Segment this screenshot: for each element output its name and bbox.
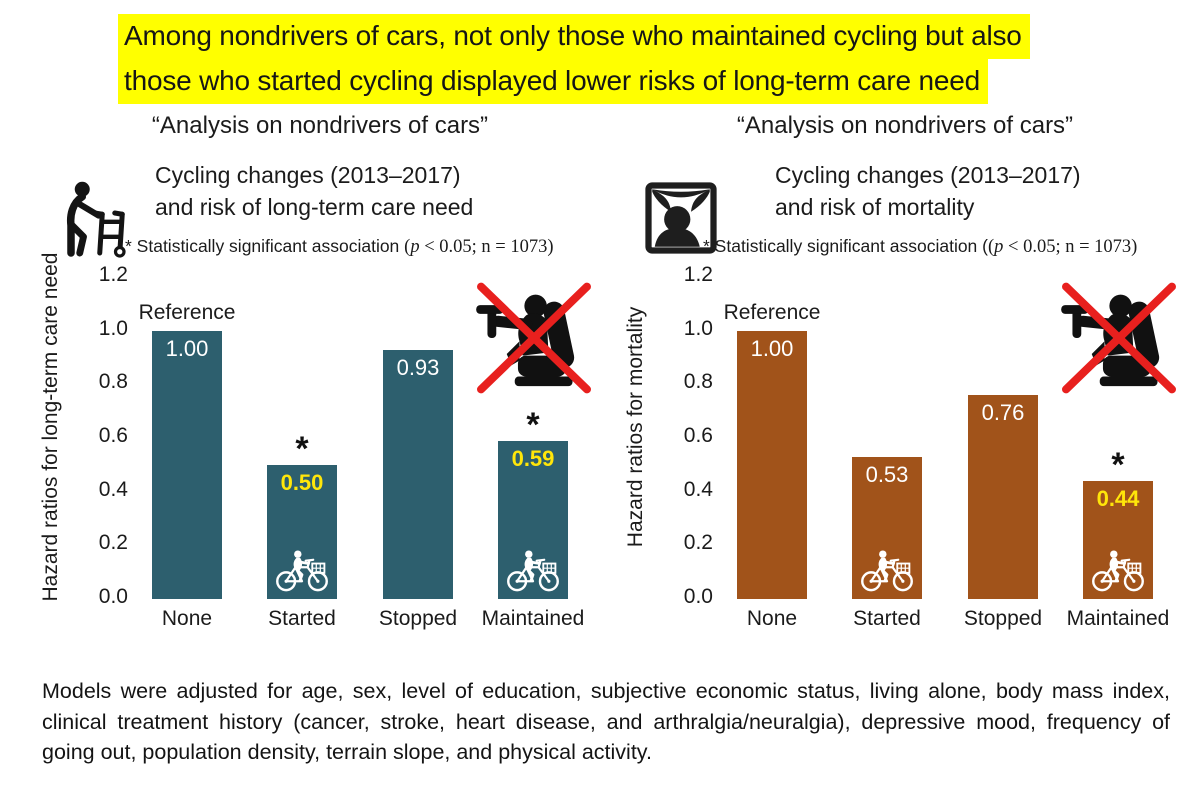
reference-label: Reference bbox=[138, 301, 236, 324]
bicycle-icon bbox=[1092, 550, 1144, 592]
bar-value: 1.00 bbox=[165, 336, 209, 361]
bar-value: 1.00 bbox=[750, 336, 794, 361]
bar-group-maintained: * 0.59 bbox=[498, 277, 568, 599]
bar-value: 0.93 bbox=[396, 355, 440, 380]
headline: Among nondrivers of cars, not only those… bbox=[118, 14, 1128, 104]
category-label-maintained: Maintained bbox=[1066, 607, 1170, 630]
subtitle-line-1: Cycling changes (2013–2017) bbox=[775, 162, 1081, 188]
y-axis-label: Hazard ratios for long-term care need bbox=[39, 252, 62, 602]
y-tick: 1.0 bbox=[683, 317, 713, 340]
y-tick: 1.0 bbox=[98, 317, 128, 340]
chart-subtitle: Cycling changes (2013–2017) and risk of … bbox=[775, 159, 1081, 223]
bar-group-started: * 0.53 bbox=[852, 277, 922, 599]
subtitle-line-1: Cycling changes (2013–2017) bbox=[155, 162, 461, 188]
y-axis-label: Hazard ratios for mortality bbox=[624, 306, 647, 548]
y-tick: 0.8 bbox=[683, 370, 713, 393]
note-rest: < 0.05; n = 1073) bbox=[1003, 237, 1138, 257]
category-label-maintained: Maintained bbox=[481, 607, 585, 630]
bar-group-none: Reference 1.00 bbox=[139, 277, 235, 599]
bar: 0.93 bbox=[383, 350, 453, 599]
bar: 0.44 bbox=[1083, 481, 1153, 599]
no-driving-icon bbox=[473, 280, 595, 396]
bar: 0.53 bbox=[852, 457, 922, 599]
significance-note: * Statistically significant association … bbox=[125, 236, 554, 258]
subtitle-line-2: and risk of long-term care need bbox=[155, 194, 474, 220]
bar-group-stopped: 0.93 bbox=[383, 277, 453, 599]
y-tick: 0.8 bbox=[98, 370, 128, 393]
y-tick: 0.0 bbox=[683, 585, 713, 608]
y-tick: 1.2 bbox=[98, 263, 128, 286]
y-tick: 0.6 bbox=[683, 424, 713, 447]
chart-mortality: “Analysis on nondrivers of cars” Cycling… bbox=[615, 112, 1195, 672]
y-tick: 0.4 bbox=[683, 478, 713, 501]
y-tick: 0.2 bbox=[683, 531, 713, 554]
note-paren: ( bbox=[987, 237, 995, 257]
category-label-stopped: Stopped bbox=[963, 607, 1043, 630]
significance-asterisk: * bbox=[295, 430, 309, 468]
bar-value: 0.53 bbox=[865, 462, 909, 487]
note-prefix: * Statistically significant association … bbox=[703, 236, 988, 256]
y-tick: 1.2 bbox=[683, 263, 713, 286]
bar: 0.50 bbox=[267, 465, 337, 599]
bar-group-started: * 0.50 bbox=[267, 277, 337, 599]
bar: 0.76 bbox=[968, 395, 1038, 599]
headline-line-1: Among nondrivers of cars, not only those… bbox=[118, 14, 1030, 59]
category-label-none: None bbox=[746, 607, 798, 630]
significance-note: * Statistically significant association … bbox=[703, 236, 1137, 258]
category-label-none: None bbox=[161, 607, 213, 630]
y-tick: 0.2 bbox=[98, 531, 128, 554]
chart-long-term-care: “Analysis on nondrivers of cars” Cycling… bbox=[30, 112, 610, 672]
bicycle-icon bbox=[276, 550, 328, 592]
bar: 1.00 bbox=[152, 331, 222, 599]
y-tick: 0.6 bbox=[98, 424, 128, 447]
note-prefix: * Statistically significant association bbox=[125, 236, 405, 256]
headline-line-2: those who started cycling displayed lowe… bbox=[118, 59, 988, 104]
walker-icon bbox=[56, 176, 136, 260]
adjustment-footnote: Models were adjusted for age, sex, level… bbox=[42, 679, 1170, 764]
significance-asterisk: * bbox=[526, 406, 540, 444]
bar: 0.59 bbox=[498, 441, 568, 599]
category-label-started: Started bbox=[853, 607, 921, 630]
bicycle-icon bbox=[507, 550, 559, 592]
chart-subtitle: Cycling changes (2013–2017) and risk of … bbox=[155, 159, 473, 223]
significance-asterisk: * bbox=[1111, 446, 1125, 484]
note-rest: < 0.05; n = 1073) bbox=[419, 237, 554, 257]
bar-value: 0.59 bbox=[511, 446, 555, 471]
bar-value: 0.76 bbox=[981, 400, 1025, 425]
note-p: p bbox=[410, 237, 420, 257]
subtitle-line-2: and risk of mortality bbox=[775, 194, 975, 220]
chart-heading: “Analysis on nondrivers of cars” bbox=[151, 112, 489, 139]
chart-heading: “Analysis on nondrivers of cars” bbox=[736, 112, 1074, 139]
note-paren: ( bbox=[404, 237, 411, 257]
category-label-stopped: Stopped bbox=[378, 607, 458, 630]
category-label-started: Started bbox=[268, 607, 336, 630]
y-tick: 0.4 bbox=[98, 478, 128, 501]
bar-group-maintained: * 0.44 bbox=[1083, 277, 1153, 599]
no-driving-icon bbox=[1058, 280, 1180, 396]
bar-group-stopped: 0.76 bbox=[968, 277, 1038, 599]
plot-area: Reference 1.00 * 0.53 bbox=[724, 277, 1177, 599]
reference-label: Reference bbox=[723, 301, 821, 324]
memorial-photo-icon bbox=[641, 176, 721, 260]
bicycle-icon bbox=[861, 550, 913, 592]
bar: 1.00 bbox=[737, 331, 807, 599]
y-tick: 0.0 bbox=[98, 585, 128, 608]
bar-group-none: Reference 1.00 bbox=[724, 277, 820, 599]
plot-area: Reference 1.00 * 0.50 bbox=[139, 277, 592, 599]
note-p: p bbox=[994, 237, 1004, 257]
bar-value: 0.44 bbox=[1096, 486, 1140, 511]
bar-value: 0.50 bbox=[280, 470, 324, 495]
